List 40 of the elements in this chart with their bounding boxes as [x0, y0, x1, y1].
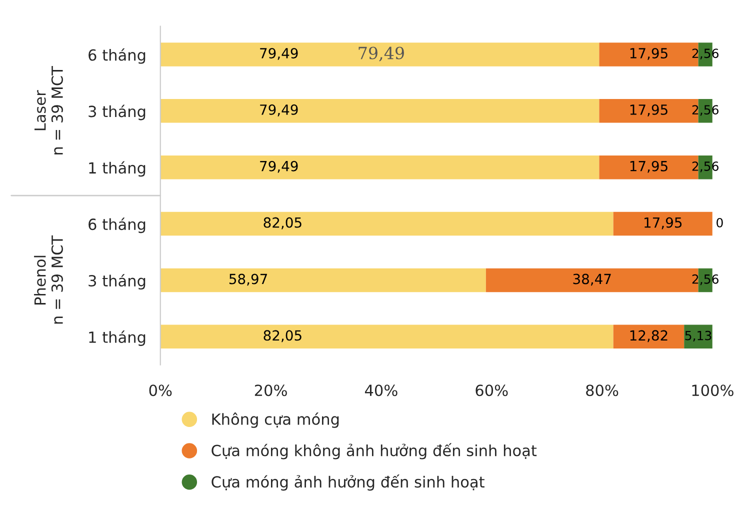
- legend-label: Cựa móng không ảnh hưởng đến sinh hoạt: [212, 443, 537, 460]
- y-tick-label: 1 tháng: [89, 330, 146, 346]
- x-tick-label: 0%: [149, 384, 172, 396]
- y-tick-label: 3 tháng: [88, 274, 146, 290]
- data-label: 79,49: [260, 104, 298, 116]
- y-tick-label: 6 tháng: [88, 218, 146, 234]
- data-label: 17,95: [644, 217, 682, 230]
- text: Laser n = 39 MCT: [34, 66, 63, 154]
- data-label: 79,49: [260, 160, 298, 173]
- data-label: 58,97: [229, 274, 267, 286]
- y-tick-label: 1 tháng: [89, 161, 146, 177]
- x-tick-label: 40%: [364, 384, 398, 396]
- y-tick-label: 3 tháng: [88, 104, 146, 120]
- data-label: 5,13: [685, 330, 712, 342]
- x-tick-label: 80%: [586, 384, 618, 396]
- bar: [160, 324, 614, 349]
- bar: [160, 42, 600, 66]
- x-tick-label: 60%: [476, 384, 508, 396]
- text: Phenol n = 39 MCT: [34, 235, 63, 324]
- data-label: 12,82: [630, 330, 668, 342]
- data-label: 82,05: [264, 330, 302, 342]
- bar: [160, 212, 614, 236]
- x-tick-label: 100%: [692, 384, 734, 396]
- annotation: 79,49: [358, 46, 404, 62]
- data-label: 17,95: [630, 160, 668, 173]
- bar: [613, 212, 712, 236]
- data-label: 82,05: [264, 217, 302, 230]
- legend-label: Không cựa móng: [212, 412, 339, 428]
- x-tick-label: 20%: [254, 384, 287, 396]
- data-label: 79,49: [260, 48, 298, 60]
- bar: [613, 324, 684, 349]
- bar: [160, 268, 486, 292]
- bar: [160, 155, 600, 180]
- data-label: 17,95: [630, 104, 668, 116]
- bar: [160, 99, 600, 123]
- data-label: 17,95: [630, 48, 668, 60]
- legend-label: Cựa móng ảnh hưởng đến sinh hoạt: [212, 474, 484, 491]
- data-label: 38,47: [573, 274, 611, 286]
- data-label: 0: [716, 218, 723, 228]
- y-tick-label: 6 tháng: [88, 48, 146, 64]
